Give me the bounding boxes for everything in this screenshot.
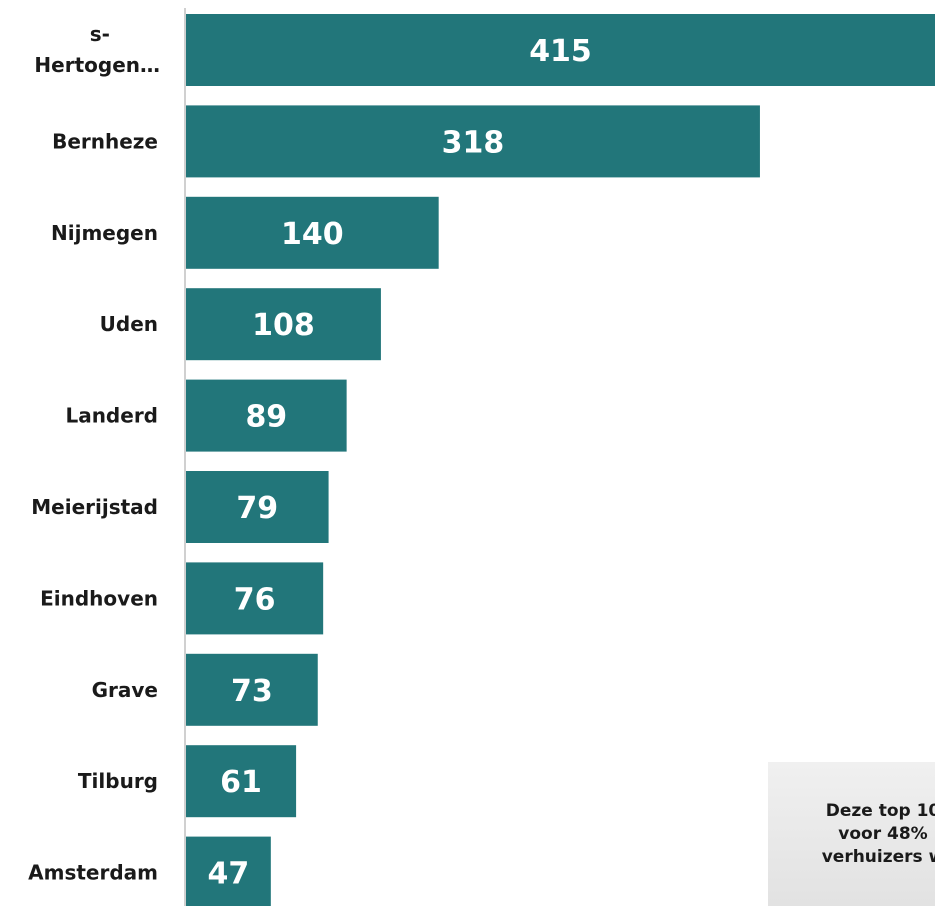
category-label-1: Bernheze: [52, 129, 158, 153]
category-label-2: Nijmegen: [51, 221, 158, 245]
note-line-2: voor 48%: [768, 823, 935, 846]
category-label-4: Landerd: [65, 404, 158, 428]
value-label-7: 73: [231, 674, 273, 709]
value-label-6: 76: [234, 582, 276, 617]
category-label-0: s-Hertogen…: [34, 22, 160, 77]
value-label-2: 140: [281, 217, 344, 252]
category-label-5: Meierijstad: [31, 495, 158, 519]
category-label-6: Eindhoven: [40, 586, 158, 610]
value-label-0: 415: [529, 34, 592, 69]
value-label-9: 47: [208, 857, 250, 892]
note-text: Deze top 10 voor 48% verhuizers w: [768, 800, 935, 869]
note-line-1: Deze top 10: [768, 800, 935, 823]
category-label-9: Amsterdam: [28, 861, 158, 885]
category-label-3: Uden: [100, 312, 158, 336]
category-labels-group: s-Hertogen… Bernheze Nijmegen Uden Landerd Me…: [28, 22, 160, 885]
value-label-4: 89: [245, 400, 287, 435]
note-box: Deze top 10 voor 48% verhuizers w: [768, 762, 935, 906]
note-line-3: verhuizers w: [768, 846, 935, 869]
value-label-8: 61: [220, 765, 262, 800]
value-label-3: 108: [252, 308, 315, 343]
category-label-8: Tilburg: [78, 769, 158, 793]
category-label-7: Grave: [92, 678, 158, 702]
value-label-5: 79: [236, 491, 278, 526]
value-label-1: 318: [442, 125, 505, 160]
